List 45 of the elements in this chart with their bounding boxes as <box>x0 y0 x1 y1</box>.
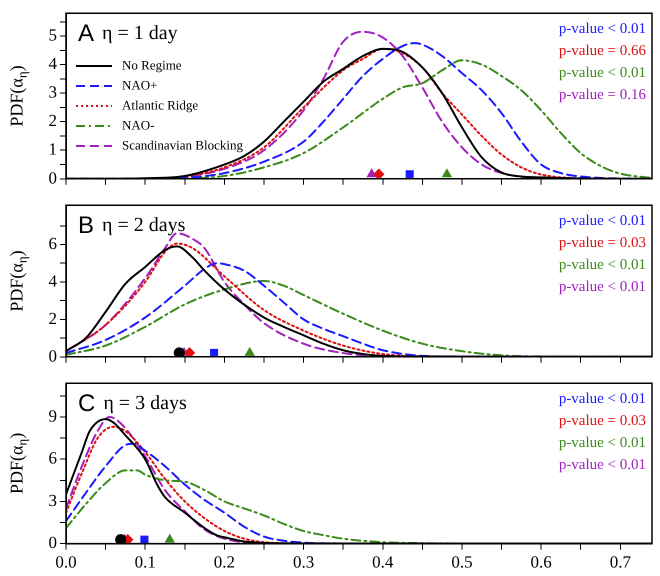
y-tick-label: 4 <box>48 271 58 290</box>
y-tick-label: 0 <box>48 168 57 188</box>
legend-label: NAO- <box>122 117 154 132</box>
x-tick-label: 0.5 <box>451 552 473 572</box>
annotation: p-value < 0.01 <box>558 257 646 274</box>
y-axis-title: PDF(αη) <box>6 65 30 127</box>
annotation: p-value < 0.01 <box>558 213 646 230</box>
x-tick-label: 0.3 <box>292 552 314 572</box>
annotation: p-value = 0.03 <box>558 413 646 430</box>
chart-title: A η = 1 day <box>78 20 178 48</box>
y-tick-label: 2 <box>48 111 57 130</box>
y-tick-label: 9 <box>48 406 57 426</box>
legend-label: Scandinavian Blocking <box>122 137 244 152</box>
y-axis-title: PDF(αη) <box>6 432 30 494</box>
annotation: p-value < 0.01 <box>558 279 646 296</box>
legend-label: Atlantic Ridge <box>122 97 198 112</box>
annotation: p-value < 0.01 <box>558 435 646 452</box>
y-tick-label: 0 <box>48 346 57 366</box>
annotation: p-value = 0.16 <box>558 87 646 104</box>
annotation: p-value = 0.03 <box>558 235 646 252</box>
x-tick-label: 0.1 <box>134 552 156 572</box>
chart-title: B η = 2 days <box>78 212 186 240</box>
legend-label: NAO+ <box>122 77 158 92</box>
y-tick-label: 6 <box>48 234 57 253</box>
y-tick-label: 3 <box>48 82 57 102</box>
y-tick-label: 5 <box>48 26 57 45</box>
y-tick-label: 6 <box>48 448 57 468</box>
x-tick-label: 0.6 <box>530 552 552 572</box>
x-tick-label: 0.0 <box>55 552 77 572</box>
y-tick-label: 4 <box>48 54 58 74</box>
y-tick-label: 2 <box>48 308 57 328</box>
y-axis-title: PDF(αη) <box>6 250 30 312</box>
annotation: p-value < 0.01 <box>558 65 646 82</box>
annotation: p-value < 0.01 <box>558 391 646 408</box>
y-tick-label: 0 <box>48 533 57 552</box>
annotation: p-value < 0.01 <box>558 457 646 474</box>
y-tick-label: 3 <box>48 490 57 510</box>
chart-title: C η = 3 days <box>78 390 187 418</box>
legend-label: No Regime <box>122 57 182 72</box>
x-tick-label: 0.4 <box>372 552 394 572</box>
x-tick-label: 0.7 <box>610 552 632 572</box>
x-tick-label: 0.2 <box>214 552 236 572</box>
y-tick-label: 1 <box>48 140 57 159</box>
annotation: p-value < 0.01 <box>558 21 646 38</box>
annotation: p-value = 0.66 <box>558 43 646 60</box>
